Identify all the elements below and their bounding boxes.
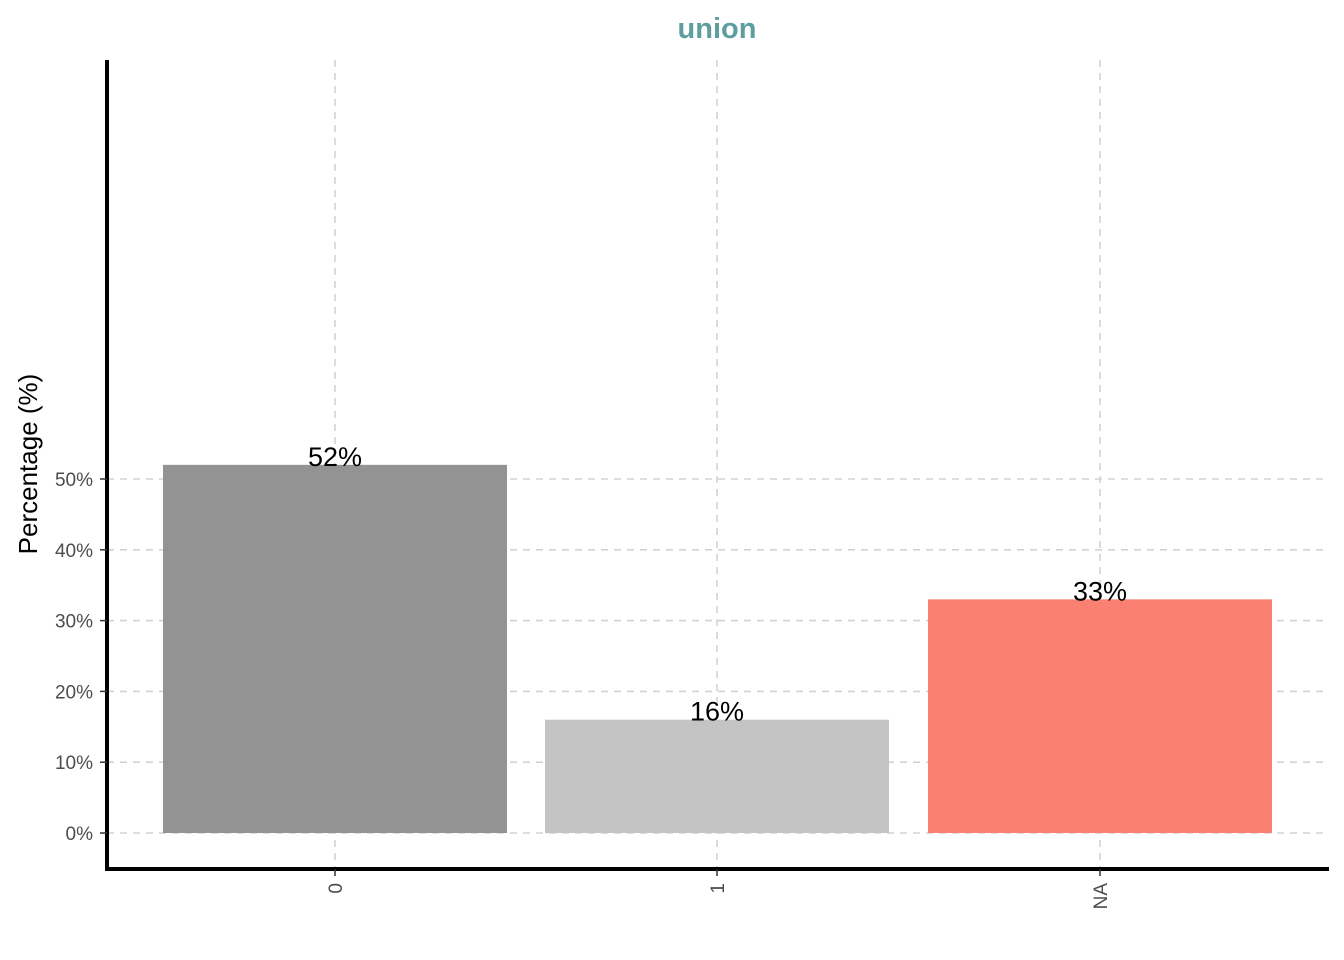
- bars: [163, 464, 1272, 833]
- x-tick-label: 1: [708, 883, 729, 894]
- y-tick-label: 10%: [55, 753, 93, 774]
- data-label: 33%: [1073, 576, 1127, 606]
- bar-NA: [928, 599, 1272, 833]
- bar-0: [163, 464, 507, 833]
- data-labels: 52% 16% 33%: [308, 442, 1127, 727]
- x-tick-label: NA: [1091, 883, 1112, 910]
- x-ticks: 0 1 NA: [326, 869, 1112, 909]
- y-tick-label: 40%: [55, 541, 93, 562]
- y-axis-label: Percentage (%): [13, 374, 43, 555]
- data-label: 16%: [690, 697, 744, 727]
- x-tick-label: 0: [326, 883, 347, 894]
- bar-1: [545, 719, 889, 833]
- y-tick-label: 50%: [55, 470, 93, 491]
- y-tick-label: 0%: [66, 824, 94, 845]
- y-tick-label: 20%: [55, 682, 93, 703]
- y-ticks: 0% 10% 20% 30% 40% 50%: [55, 470, 107, 845]
- y-tick-label: 30%: [55, 612, 93, 633]
- chart-title: union: [678, 13, 757, 45]
- data-label: 52%: [308, 442, 362, 472]
